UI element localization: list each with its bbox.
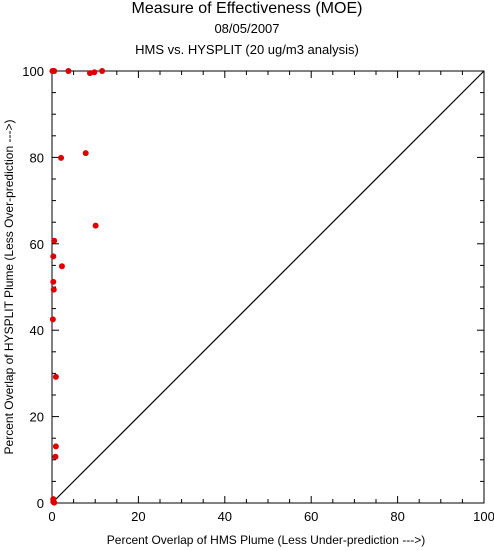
data-point bbox=[82, 150, 89, 157]
chart-title: Measure of Effectiveness (MOE) bbox=[131, 0, 363, 17]
data-point bbox=[58, 263, 65, 270]
y-tick-label: 40 bbox=[30, 323, 44, 338]
data-point bbox=[91, 69, 98, 76]
y-axis-label: Percent Overlap of HYSPLIT Plume (Less O… bbox=[2, 119, 16, 455]
x-tick-label: 20 bbox=[131, 509, 145, 524]
x-tick-label: 60 bbox=[304, 509, 318, 524]
x-tick-label: 0 bbox=[48, 509, 55, 524]
data-point bbox=[99, 68, 106, 74]
data-point bbox=[51, 499, 58, 506]
data-point bbox=[50, 286, 57, 293]
x-axis-label: Percent Overlap of HMS Plume (Less Under… bbox=[106, 533, 426, 547]
data-point bbox=[52, 443, 59, 450]
data-point bbox=[51, 237, 58, 244]
chart-date: 08/05/2007 bbox=[214, 21, 280, 36]
chart-subtitle: HMS vs. HYSPLIT (20 ug/m3 analysis) bbox=[135, 42, 359, 57]
x-tick-label: 80 bbox=[390, 509, 404, 524]
axis-tick-labels: 0 20 40 60 80 100 0 20 40 60 80 100 bbox=[22, 64, 494, 524]
y-tick-label: 60 bbox=[30, 237, 44, 252]
y-tick-label: 80 bbox=[30, 150, 44, 165]
data-point bbox=[51, 68, 58, 74]
y-tick-label: 100 bbox=[22, 64, 44, 79]
y-tick-label: 20 bbox=[30, 410, 44, 425]
data-point bbox=[50, 253, 57, 260]
reference-diagonal-line bbox=[51, 70, 485, 504]
data-point bbox=[52, 373, 59, 380]
data-point bbox=[92, 222, 99, 229]
x-tick-label: 100 bbox=[473, 509, 494, 524]
data-point bbox=[52, 453, 59, 460]
data-point bbox=[49, 316, 56, 323]
data-point bbox=[50, 278, 57, 285]
data-point bbox=[58, 154, 65, 161]
data-point bbox=[65, 68, 72, 74]
axis-ticks bbox=[51, 70, 485, 504]
data-points bbox=[49, 68, 106, 506]
x-tick-label: 40 bbox=[218, 509, 232, 524]
y-tick-label: 0 bbox=[37, 496, 44, 511]
